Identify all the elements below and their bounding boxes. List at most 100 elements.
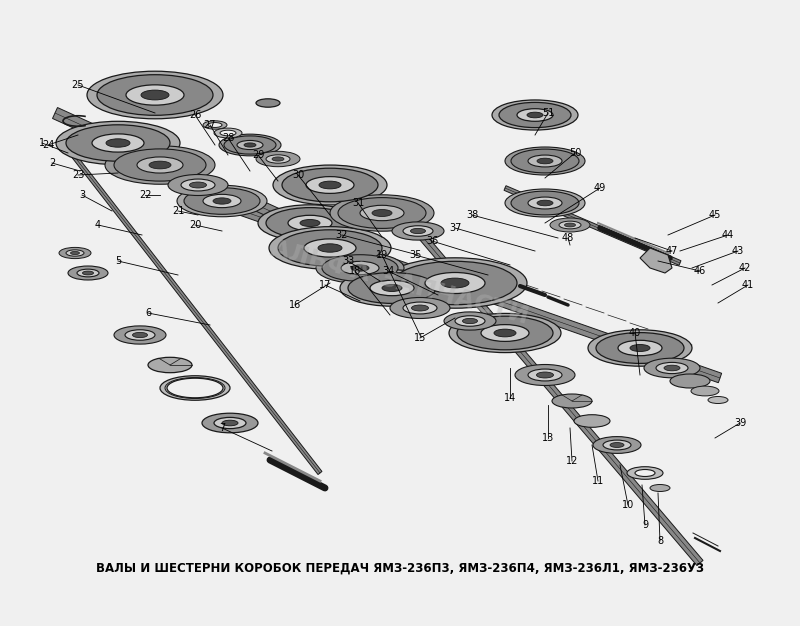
Ellipse shape (411, 305, 429, 311)
Ellipse shape (322, 255, 398, 281)
Ellipse shape (184, 188, 260, 214)
Text: 45: 45 (709, 210, 721, 220)
Text: 6: 6 (145, 308, 151, 318)
Ellipse shape (330, 195, 434, 231)
Text: 28: 28 (222, 133, 234, 143)
Ellipse shape (627, 467, 663, 480)
Text: 31: 31 (352, 198, 364, 208)
Ellipse shape (528, 197, 562, 209)
Ellipse shape (370, 280, 414, 295)
Ellipse shape (444, 312, 496, 330)
Ellipse shape (528, 155, 562, 167)
Ellipse shape (691, 386, 719, 396)
Ellipse shape (114, 149, 206, 181)
Ellipse shape (403, 302, 437, 314)
Polygon shape (412, 225, 703, 566)
Text: 23: 23 (72, 170, 84, 180)
Text: 27: 27 (204, 120, 216, 130)
Text: 51: 51 (542, 108, 554, 118)
Ellipse shape (278, 230, 382, 266)
Text: 10: 10 (622, 500, 634, 510)
Text: 36: 36 (426, 236, 438, 246)
Text: 46: 46 (694, 266, 706, 276)
Ellipse shape (137, 157, 183, 173)
Ellipse shape (220, 130, 236, 136)
Ellipse shape (515, 364, 575, 386)
Ellipse shape (148, 357, 192, 372)
Ellipse shape (70, 252, 79, 255)
Ellipse shape (505, 147, 585, 175)
Text: 19: 19 (376, 250, 388, 260)
Ellipse shape (300, 220, 320, 227)
Text: 17: 17 (319, 280, 331, 290)
Ellipse shape (644, 358, 700, 378)
Ellipse shape (256, 151, 300, 167)
Ellipse shape (167, 378, 223, 398)
Ellipse shape (656, 362, 688, 374)
Ellipse shape (664, 365, 680, 371)
Text: 33: 33 (342, 256, 354, 266)
Ellipse shape (214, 128, 242, 138)
Ellipse shape (499, 103, 571, 128)
Text: 26: 26 (189, 110, 201, 120)
Ellipse shape (372, 210, 392, 217)
Ellipse shape (273, 165, 387, 205)
Text: 8: 8 (657, 536, 663, 546)
Ellipse shape (319, 181, 341, 189)
Text: 47: 47 (666, 246, 678, 256)
Ellipse shape (559, 221, 581, 229)
Ellipse shape (219, 134, 281, 156)
Ellipse shape (457, 316, 553, 350)
Ellipse shape (618, 341, 662, 356)
Text: 49: 49 (594, 183, 606, 193)
Text: 18: 18 (349, 266, 361, 276)
Ellipse shape (190, 182, 206, 188)
Ellipse shape (66, 250, 84, 256)
Text: 39: 39 (734, 418, 746, 428)
Text: 29: 29 (252, 150, 264, 160)
Ellipse shape (455, 316, 485, 326)
Text: 22: 22 (138, 190, 151, 200)
Text: 15: 15 (414, 333, 426, 343)
Text: 13: 13 (542, 433, 554, 443)
Text: 14: 14 (504, 393, 516, 403)
Ellipse shape (213, 198, 231, 204)
Ellipse shape (338, 198, 426, 228)
Ellipse shape (237, 140, 263, 150)
Text: 24: 24 (42, 140, 54, 150)
Text: АЛЬФА-ЗАПЧАСТИ: АЛЬФА-ЗАПЧАСТИ (268, 237, 532, 329)
Text: 16: 16 (289, 300, 301, 310)
Ellipse shape (528, 369, 562, 381)
Ellipse shape (304, 239, 356, 257)
Text: 2: 2 (49, 158, 55, 168)
Text: 48: 48 (562, 233, 574, 243)
Ellipse shape (449, 314, 561, 352)
Text: 12: 12 (566, 456, 578, 466)
Ellipse shape (222, 420, 238, 426)
Text: 50: 50 (569, 148, 581, 158)
Ellipse shape (126, 85, 184, 105)
Polygon shape (504, 186, 681, 265)
Ellipse shape (133, 332, 147, 337)
Ellipse shape (593, 436, 641, 453)
Ellipse shape (481, 325, 529, 341)
Ellipse shape (141, 90, 169, 100)
Ellipse shape (390, 297, 450, 319)
Ellipse shape (382, 284, 402, 292)
Text: 34: 34 (382, 266, 394, 276)
Ellipse shape (708, 396, 728, 404)
Ellipse shape (316, 253, 404, 284)
Text: 40: 40 (629, 328, 641, 338)
Ellipse shape (256, 99, 280, 107)
Ellipse shape (517, 109, 553, 121)
Ellipse shape (288, 215, 332, 231)
Ellipse shape (610, 443, 624, 448)
Ellipse shape (208, 123, 222, 128)
Ellipse shape (114, 326, 166, 344)
Ellipse shape (160, 376, 230, 400)
Ellipse shape (505, 189, 585, 217)
Ellipse shape (181, 179, 215, 191)
Ellipse shape (59, 247, 91, 259)
Ellipse shape (351, 265, 369, 271)
Ellipse shape (630, 344, 650, 352)
